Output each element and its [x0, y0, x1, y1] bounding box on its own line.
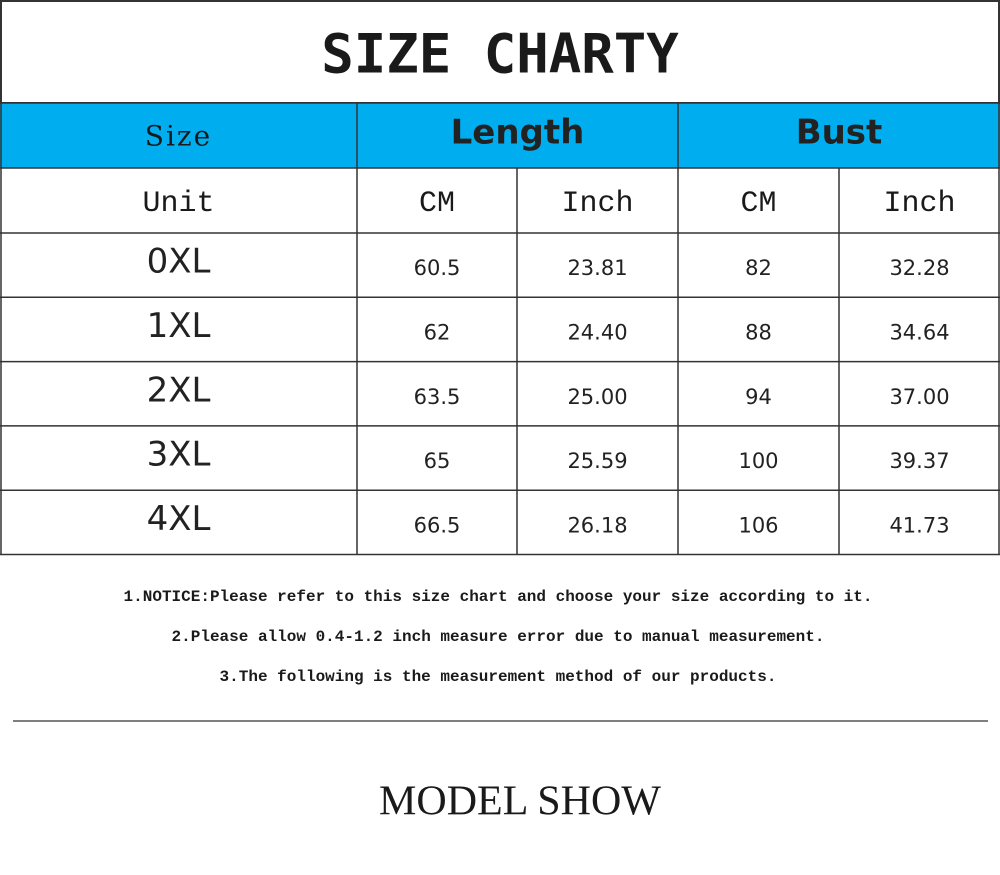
value-cell: 88: [745, 320, 772, 344]
value-cell: 106: [738, 513, 778, 537]
value-cell: 66.5: [414, 513, 461, 537]
section-title: MODEL SHOW: [379, 779, 661, 825]
value-cell: 94: [745, 385, 772, 409]
size-cell: 0XL: [147, 242, 211, 282]
value-cell: 100: [738, 449, 778, 473]
value-cell: 24.40: [567, 320, 627, 344]
unit-cell: CM: [740, 187, 776, 221]
value-cell: 23.81: [567, 256, 627, 280]
note: 2.Please allow 0.4-1.2 inch measure erro…: [172, 628, 825, 646]
size-cell: 1XL: [147, 306, 211, 346]
size-cell: 4XL: [147, 499, 211, 539]
size-cell: 2XL: [147, 370, 211, 410]
header-cell: Length: [451, 113, 585, 153]
value-cell: 65: [424, 449, 451, 473]
value-cell: 63.5: [414, 385, 461, 409]
value-cell: 60.5: [414, 256, 461, 280]
value-cell: 37.00: [889, 385, 949, 409]
size-cell: 3XL: [147, 435, 211, 475]
note: 3.The following is the measurement metho…: [220, 668, 777, 686]
value-cell: 26.18: [567, 513, 627, 537]
note: 1.NOTICE:Please refer to this size chart…: [124, 588, 873, 606]
value-cell: 34.64: [889, 320, 949, 344]
value-cell: 25.59: [567, 449, 627, 473]
page-title: SIZE CHARTY: [321, 23, 679, 86]
value-cell: 82: [745, 256, 772, 280]
unit-cell: Unit: [142, 187, 214, 221]
header-cell: Size: [145, 120, 212, 153]
value-cell: 25.00: [567, 385, 627, 409]
unit-cell: CM: [419, 187, 455, 221]
value-cell: 39.37: [889, 449, 949, 473]
unit-cell: Inch: [883, 187, 955, 221]
value-cell: 32.28: [889, 256, 949, 280]
value-cell: 41.73: [889, 513, 949, 537]
header-cell: Bust: [796, 113, 883, 153]
header-band: [0, 103, 1000, 168]
title-box: [0, 0, 1000, 104]
unit-cell: Inch: [561, 187, 633, 221]
value-cell: 62: [424, 320, 451, 344]
